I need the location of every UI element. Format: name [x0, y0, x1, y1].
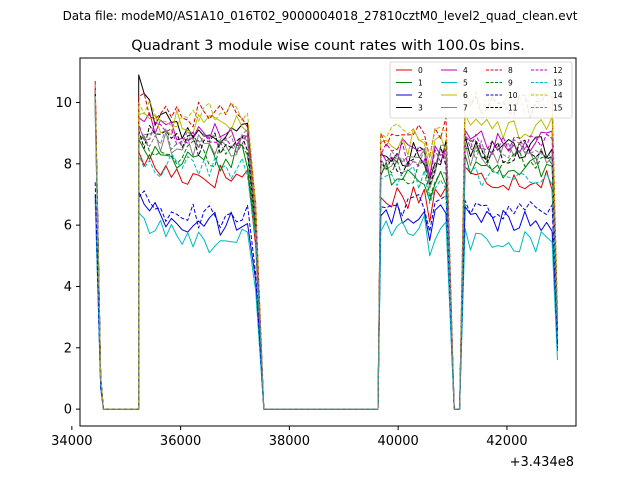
plot-frame	[79, 57, 577, 427]
x-tick-label-34000: 34000	[51, 434, 92, 449]
series-layer	[94, 74, 558, 410]
legend-label-11: 11	[508, 104, 518, 113]
y-tick-label-10: 10	[55, 96, 72, 111]
x-tick-label-42000: 42000	[486, 434, 527, 449]
legend-label-13: 13	[553, 79, 563, 88]
y-tick-label-0: 0	[64, 403, 72, 418]
legend-label-1: 1	[418, 79, 423, 88]
legend-label-5: 5	[463, 79, 468, 88]
x-tick-label-36000: 36000	[160, 434, 201, 449]
y-tick-label-4: 4	[64, 280, 72, 295]
legend-label-0: 0	[418, 66, 423, 75]
series-line-9	[94, 96, 558, 410]
legend-label-12: 12	[553, 66, 563, 75]
legend-label-9: 9	[508, 79, 513, 88]
legend-label-15: 15	[553, 104, 563, 113]
suptitle: Data file: modeM0/AS1A10_016T02_90000040…	[63, 9, 578, 23]
legend-label-10: 10	[508, 91, 518, 100]
x-axis: 34000 36000 38000 40000 42000	[51, 426, 528, 449]
y-tick-label-2: 2	[64, 341, 72, 356]
series-line-15	[94, 99, 558, 410]
y-tick-label-8: 8	[64, 157, 72, 172]
legend-label-8: 8	[508, 66, 513, 75]
x-tick-label-38000: 38000	[269, 434, 310, 449]
legend-label-3: 3	[418, 104, 423, 113]
legend-label-2: 2	[418, 91, 423, 100]
legend-label-14: 14	[553, 91, 563, 100]
series-line-10	[94, 182, 558, 410]
y-tick-label-6: 6	[64, 219, 72, 234]
chart-title: Quadrant 3 module wise count rates with …	[131, 38, 525, 54]
legend-label-7: 7	[463, 104, 468, 113]
legend-box	[389, 61, 573, 119]
x-axis-offset-label: +3.434e8	[510, 455, 574, 470]
x-tick-label-40000: 40000	[377, 434, 418, 449]
y-axis: 0 2 4 6 8 10	[55, 96, 80, 418]
legend-label-4: 4	[463, 66, 468, 75]
legend-label-6: 6	[463, 91, 468, 100]
